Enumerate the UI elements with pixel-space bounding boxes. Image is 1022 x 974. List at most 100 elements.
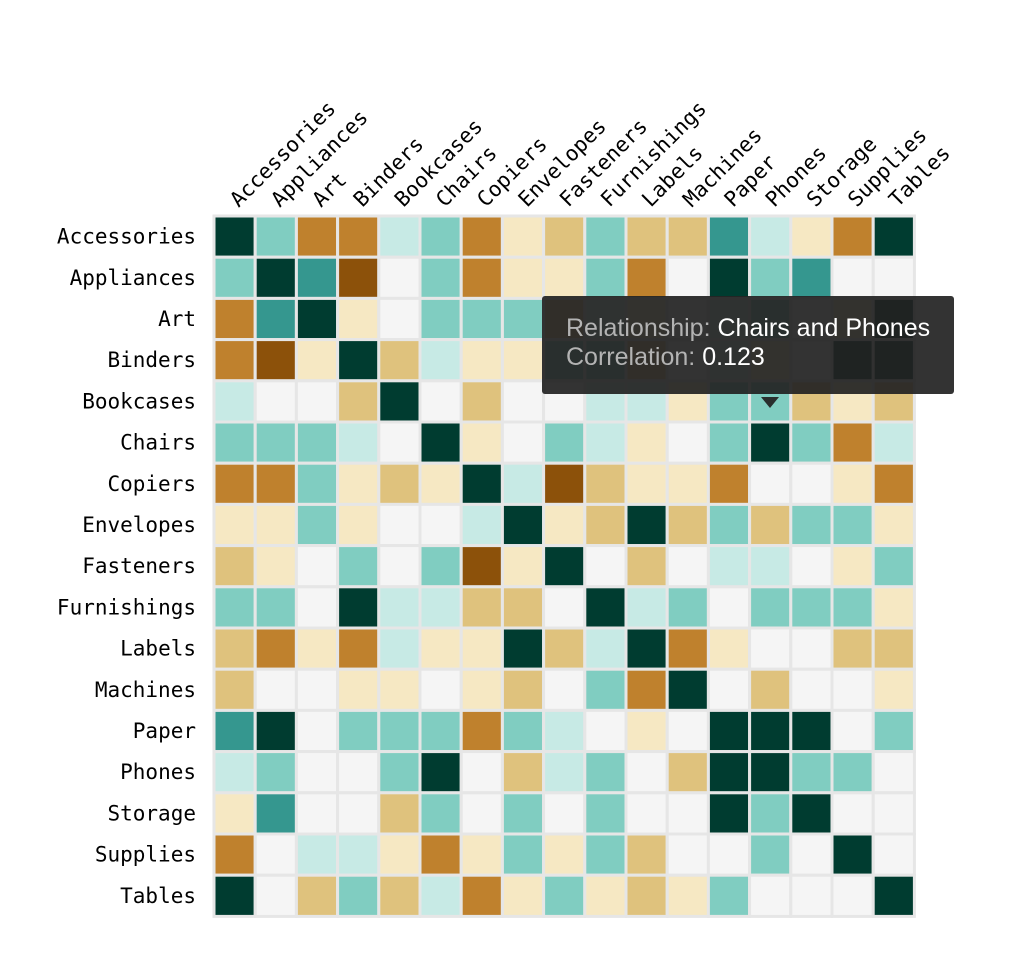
heatmap-cell-storage-art[interactable]: [294, 791, 340, 836]
heatmap-cell-art-envelopes[interactable]: [500, 296, 546, 342]
heatmap-cell-chairs-fasteners[interactable]: [542, 420, 587, 465]
heatmap-cell-chairs-binders[interactable]: [336, 420, 381, 465]
heatmap-cell-labels-accessories[interactable]: [212, 626, 257, 671]
heatmap-cell-labels-machines[interactable]: [665, 626, 710, 671]
heatmap-cell-appliances-machines[interactable]: [665, 255, 710, 300]
heatmap-cell-copiers-phones[interactable]: [748, 461, 793, 506]
heatmap-cell-fasteners-storage[interactable]: [789, 544, 834, 589]
heatmap-cell-copiers-tables[interactable]: [871, 461, 916, 506]
heatmap-cell-chairs-paper[interactable]: [706, 420, 752, 465]
heatmap-cell-tables-phones[interactable]: [748, 873, 793, 918]
heatmap-cell-tables-supplies[interactable]: [830, 873, 875, 918]
heatmap-cell-appliances-fasteners[interactable]: [542, 255, 587, 300]
heatmap-cell-labels-chairs[interactable]: [418, 626, 463, 671]
heatmap-cell-machines-tables[interactable]: [871, 667, 916, 712]
heatmap-cell-machines-fasteners[interactable]: [542, 667, 587, 712]
heatmap-cell-chairs-supplies[interactable]: [830, 420, 875, 465]
heatmap-cell-copiers-envelopes[interactable]: [500, 461, 546, 506]
heatmap-cell-supplies-tables[interactable]: [871, 832, 916, 877]
heatmap-cell-storage-labels[interactable]: [624, 791, 669, 836]
heatmap-cell-furnishings-art[interactable]: [294, 585, 340, 630]
heatmap-cell-supplies-copiers[interactable]: [459, 832, 504, 877]
heatmap-cell-accessories-bookcases[interactable]: [377, 214, 422, 259]
heatmap-cell-machines-labels[interactable]: [624, 667, 669, 712]
heatmap-cell-labels-appliances[interactable]: [253, 626, 298, 671]
heatmap-cell-bookcases-envelopes[interactable]: [500, 379, 546, 424]
heatmap-cell-appliances-appliances[interactable]: [253, 255, 298, 300]
heatmap-cell-storage-paper[interactable]: [706, 791, 752, 836]
heatmap-cell-accessories-fasteners[interactable]: [542, 214, 587, 259]
heatmap-cell-appliances-envelopes[interactable]: [500, 255, 546, 300]
heatmap-cell-paper-storage[interactable]: [789, 708, 834, 754]
heatmap-cell-bookcases-copiers[interactable]: [459, 379, 504, 424]
heatmap-cell-envelopes-furnishings[interactable]: [583, 502, 628, 548]
heatmap-cell-chairs-appliances[interactable]: [253, 420, 298, 465]
heatmap-cell-labels-art[interactable]: [294, 626, 340, 671]
heatmap-cell-bookcases-art[interactable]: [294, 379, 340, 424]
heatmap-cell-furnishings-bookcases[interactable]: [377, 585, 422, 630]
heatmap-cell-furnishings-envelopes[interactable]: [500, 585, 546, 630]
heatmap-cell-machines-envelopes[interactable]: [500, 667, 546, 712]
heatmap-cell-envelopes-machines[interactable]: [665, 502, 710, 548]
heatmap-cell-furnishings-supplies[interactable]: [830, 585, 875, 630]
heatmap-cell-machines-machines[interactable]: [665, 667, 710, 712]
heatmap-cell-appliances-copiers[interactable]: [459, 255, 504, 300]
heatmap-cell-labels-phones[interactable]: [748, 626, 793, 671]
heatmap-cell-supplies-labels[interactable]: [624, 832, 669, 877]
heatmap-cell-storage-binders[interactable]: [336, 791, 381, 836]
heatmap-cell-storage-tables[interactable]: [871, 791, 916, 836]
heatmap-cell-tables-binders[interactable]: [336, 873, 381, 918]
heatmap-cell-phones-supplies[interactable]: [830, 750, 875, 795]
heatmap-cell-art-art[interactable]: [294, 296, 340, 342]
heatmap-cell-bookcases-chairs[interactable]: [418, 379, 463, 424]
heatmap-cell-paper-appliances[interactable]: [253, 708, 298, 754]
heatmap-cell-phones-binders[interactable]: [336, 750, 381, 795]
heatmap-cell-phones-machines[interactable]: [665, 750, 710, 795]
heatmap-cell-phones-furnishings[interactable]: [583, 750, 628, 795]
heatmap-cell-accessories-storage[interactable]: [789, 214, 834, 259]
heatmap-cell-accessories-art[interactable]: [294, 214, 340, 259]
heatmap-cell-chairs-bookcases[interactable]: [377, 420, 422, 465]
heatmap-cell-furnishings-appliances[interactable]: [253, 585, 298, 630]
heatmap-cell-chairs-phones[interactable]: [748, 420, 793, 465]
heatmap-cell-accessories-chairs[interactable]: [418, 214, 463, 259]
heatmap-cell-appliances-binders[interactable]: [336, 255, 381, 300]
heatmap-cell-labels-tables[interactable]: [871, 626, 916, 671]
heatmap-cell-tables-storage[interactable]: [789, 873, 834, 918]
heatmap-cell-chairs-copiers[interactable]: [459, 420, 504, 465]
heatmap-cell-appliances-tables[interactable]: [871, 255, 916, 300]
heatmap-cell-accessories-machines[interactable]: [665, 214, 710, 259]
heatmap-cell-accessories-furnishings[interactable]: [583, 214, 628, 259]
heatmap-cell-fasteners-art[interactable]: [294, 544, 340, 589]
heatmap-cell-accessories-copiers[interactable]: [459, 214, 504, 259]
heatmap-cell-tables-art[interactable]: [294, 873, 340, 918]
heatmap-cell-paper-envelopes[interactable]: [500, 708, 546, 754]
heatmap-cell-tables-appliances[interactable]: [253, 873, 298, 918]
heatmap-cell-supplies-envelopes[interactable]: [500, 832, 546, 877]
heatmap-cell-art-binders[interactable]: [336, 296, 381, 342]
heatmap-cell-supplies-binders[interactable]: [336, 832, 381, 877]
heatmap-cell-supplies-furnishings[interactable]: [583, 832, 628, 877]
heatmap-cell-supplies-supplies[interactable]: [830, 832, 875, 877]
heatmap-cell-envelopes-supplies[interactable]: [830, 502, 875, 548]
heatmap-cell-fasteners-phones[interactable]: [748, 544, 793, 589]
heatmap-cell-envelopes-storage[interactable]: [789, 502, 834, 548]
heatmap-cell-chairs-art[interactable]: [294, 420, 340, 465]
heatmap-cell-tables-tables[interactable]: [871, 873, 916, 918]
heatmap-cell-accessories-envelopes[interactable]: [500, 214, 546, 259]
heatmap-cell-furnishings-machines[interactable]: [665, 585, 710, 630]
heatmap-cell-binders-art[interactable]: [294, 338, 340, 383]
heatmap-cell-art-bookcases[interactable]: [377, 296, 422, 342]
heatmap-cell-furnishings-binders[interactable]: [336, 585, 381, 630]
heatmap-cell-copiers-chairs[interactable]: [418, 461, 463, 506]
heatmap-cell-fasteners-machines[interactable]: [665, 544, 710, 589]
heatmap-cell-machines-bookcases[interactable]: [377, 667, 422, 712]
heatmap-cell-envelopes-envelopes[interactable]: [500, 502, 546, 548]
heatmap-cell-accessories-labels[interactable]: [624, 214, 669, 259]
heatmap-cell-appliances-storage[interactable]: [789, 255, 834, 300]
heatmap-cell-phones-copiers[interactable]: [459, 750, 504, 795]
heatmap-cell-storage-bookcases[interactable]: [377, 791, 422, 836]
heatmap-cell-machines-storage[interactable]: [789, 667, 834, 712]
heatmap-cell-copiers-copiers[interactable]: [459, 461, 504, 506]
heatmap-cell-furnishings-labels[interactable]: [624, 585, 669, 630]
